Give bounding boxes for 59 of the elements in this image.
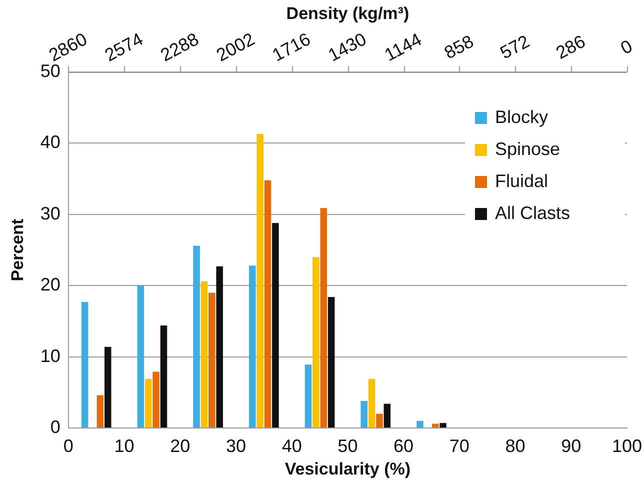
y-axis-title: Percent [8,218,27,282]
bar [216,266,223,428]
x2-tick-label: 1144 [381,29,425,65]
bar [416,420,424,428]
x2-tick-label: 0 [617,36,636,58]
legend-label: Fluidal [494,170,548,191]
x2-tick-label: 2002 [213,28,258,66]
bar [256,134,264,428]
bar [264,180,272,428]
bar [304,364,312,428]
bar [144,378,152,428]
x-tick-label: 10 [114,436,134,456]
bar [360,400,368,428]
bar [208,292,216,428]
bar [96,395,104,428]
x-tick-label: 100 [612,436,642,456]
x-tick-label: 50 [338,436,358,456]
y-tick-label: 20 [40,274,60,295]
bar [376,414,383,428]
bar [320,208,327,428]
x-tick-label: 30 [226,436,246,456]
x2-tick-label: 286 [552,31,589,63]
legend-label: All Clasts [494,202,570,223]
x-tick-label: 20 [170,436,190,456]
bar [249,266,256,428]
bar [272,222,279,428]
x2-tick-label: 1430 [324,28,370,66]
bar [200,281,208,428]
bar [104,346,112,428]
y-tick-label: 40 [40,132,60,152]
bar [312,257,320,428]
bar [152,372,160,428]
y-tick-label: 10 [40,346,60,366]
x-tick-label: 90 [561,436,582,456]
y-tick-label: 30 [40,203,60,224]
bar [193,246,200,428]
x2-tick-label: 2574 [101,28,146,66]
x-tick-label: 0 [63,436,74,456]
bar [368,378,376,428]
bar [160,325,168,428]
y-tick-label: 0 [50,416,60,437]
x2-tick-label: 858 [440,31,477,63]
x2-tick-label: 1716 [269,28,314,66]
bar [440,423,446,428]
x-tick-label: 40 [282,436,302,456]
x-tick-label: 70 [449,436,470,456]
x-axis-title: Vesicularity (%) [284,459,411,478]
bar [384,404,391,428]
x2-tick-label: 2288 [157,28,202,66]
x-tick-label: 80 [505,436,526,456]
bar [328,296,335,428]
bar [137,286,144,428]
bar [432,424,439,428]
legend-label: Spinose [494,138,560,159]
x2-axis-title: Density (kg/m³) [286,4,410,24]
x2-tick-label: 572 [496,31,533,63]
legend-label: Blocky [494,106,548,127]
bar [81,302,88,428]
x-tick-label: 60 [394,436,414,456]
